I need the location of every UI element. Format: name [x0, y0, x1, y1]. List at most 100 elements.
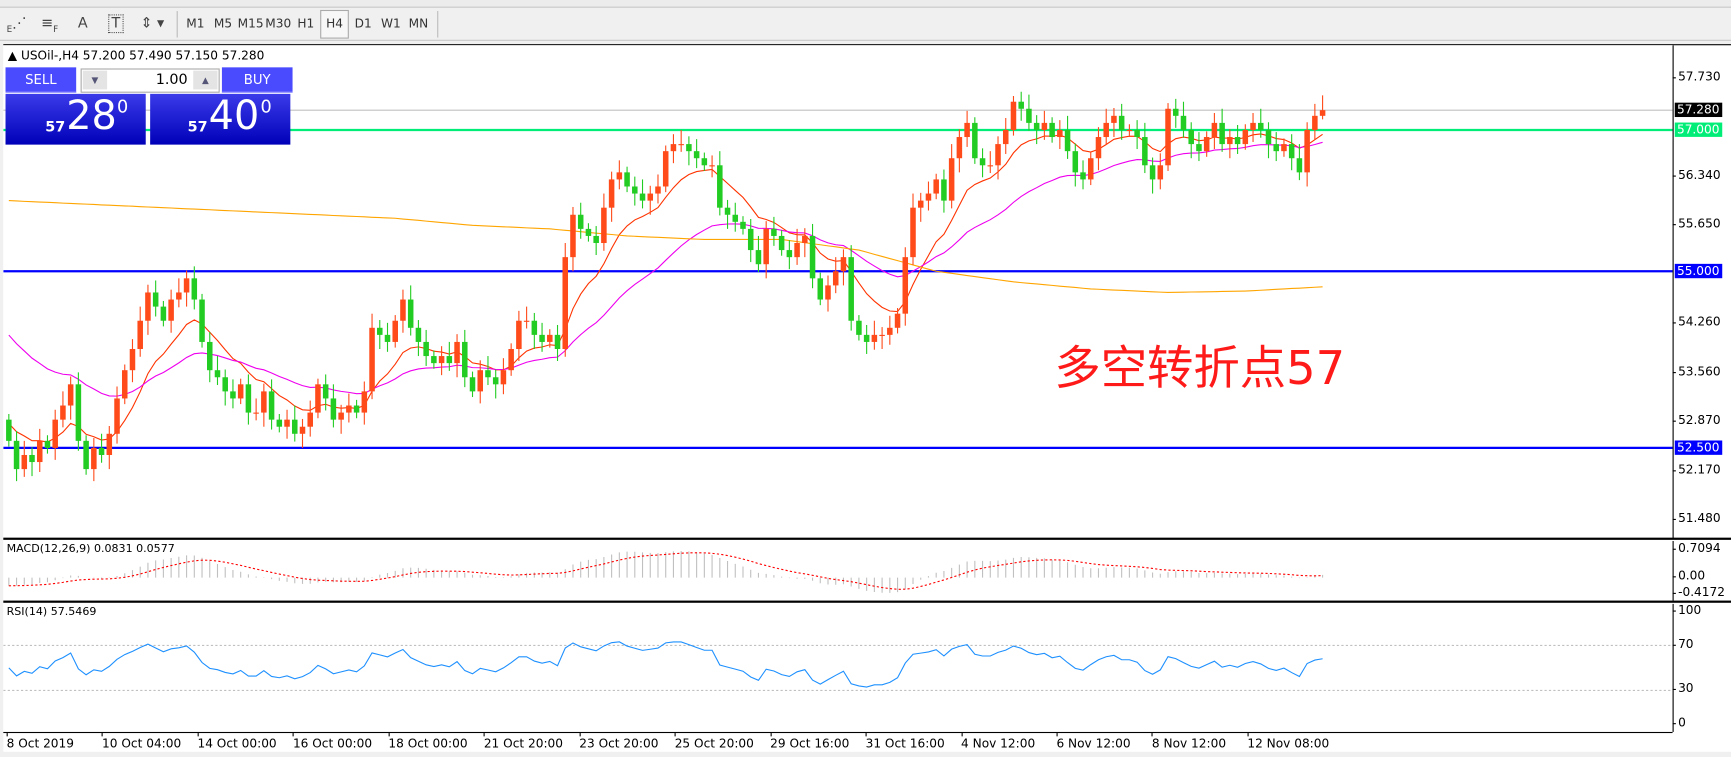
sell-price-figure: 57: [45, 119, 66, 136]
timeframe-w1[interactable]: W1: [380, 16, 401, 31]
sell-price[interactable]: 57 28 0: [5, 93, 146, 145]
candle-body: [701, 158, 708, 166]
rsi-pane[interactable]: RSI(14) 57.5469: [3, 603, 1674, 732]
arrows-icon[interactable]: ⇕ ▾: [140, 15, 165, 33]
pane-separator[interactable]: [3, 600, 1731, 603]
candle-body: [377, 327, 383, 335]
candle-body: [322, 384, 329, 399]
candle-body: [137, 320, 143, 349]
candle-body: [1134, 129, 1140, 138]
candle-body: [763, 228, 769, 265]
candle-body: [361, 391, 368, 413]
candle-body: [516, 320, 522, 349]
timeframe-m30[interactable]: M30: [265, 16, 292, 31]
candle-body: [941, 179, 947, 201]
candle-body: [562, 257, 569, 349]
candle-body: [400, 299, 406, 321]
candle-body: [245, 384, 252, 413]
text-label-icon[interactable]: T: [99, 10, 132, 36]
candle-body: [1242, 129, 1249, 145]
candle-body: [485, 370, 491, 378]
candle-body: [1064, 129, 1071, 152]
candle-body: [160, 306, 167, 321]
decrease-lot-button[interactable]: ▼: [82, 70, 108, 90]
candle-body: [492, 377, 499, 385]
time-tick-label: 14 Oct 00:00: [197, 733, 277, 751]
candle-body: [1312, 115, 1318, 130]
text-icon[interactable]: A: [77, 15, 88, 33]
time-tick-label: 12 Nov 08:00: [1247, 733, 1330, 751]
pane-separator[interactable]: [3, 537, 1731, 540]
candle-body: [284, 419, 290, 427]
candle-body: [292, 419, 298, 434]
candle-body: [585, 228, 592, 236]
candle-body: [632, 186, 638, 194]
candle-body: [979, 158, 986, 166]
price-tag-55.000: 55.000: [1674, 263, 1722, 278]
candle-body: [469, 377, 476, 392]
timeframe-mn[interactable]: MN: [408, 16, 429, 31]
candle-body: [1188, 129, 1194, 145]
timeframe-h1[interactable]: H1: [297, 16, 315, 31]
price-chart: [3, 91, 1673, 482]
candle-body: [407, 299, 414, 328]
fibonacci-expansion-icon[interactable]: E ⋰: [6, 15, 27, 35]
candle-body: [871, 334, 878, 342]
timeframe-m1[interactable]: M1: [186, 16, 205, 31]
candle-body: [1018, 101, 1024, 109]
candle-body: [98, 447, 105, 455]
candle-body: [21, 454, 28, 470]
candle-body: [36, 440, 43, 463]
lot-size-stepper: ▼ 1.00 ▲: [80, 68, 220, 93]
candle-body: [987, 165, 994, 167]
candle-body: [299, 426, 306, 434]
time-tick-label: 6 Nov 12:00: [1056, 733, 1131, 751]
rsi-chart: [3, 641, 1673, 691]
candle-body: [67, 384, 74, 406]
macd-pane[interactable]: MACD(12,26,9) 0.0831 0.0577: [3, 540, 1674, 601]
candle-body: [1041, 122, 1048, 130]
buy-button[interactable]: BUY: [221, 67, 293, 93]
timeframe-h4[interactable]: H4: [320, 9, 349, 39]
candle-body: [508, 348, 514, 371]
candle-body: [964, 122, 970, 138]
candle-body: [75, 384, 82, 441]
candle-body: [477, 370, 483, 392]
lot-size-input[interactable]: 1.00: [155, 71, 188, 89]
sell-button[interactable]: SELL: [5, 67, 77, 93]
candle-body: [771, 228, 777, 236]
fibonacci-fan-icon[interactable]: ≡ F: [41, 15, 59, 35]
candle-body: [577, 214, 584, 229]
candle-body: [616, 172, 623, 180]
timeframe-d1[interactable]: D1: [354, 16, 372, 31]
tool-label: F: [53, 24, 59, 35]
price-pane[interactable]: ▲ USOil-,H4 57.200 57.490 57.150 57.280 …: [3, 45, 1674, 539]
candle-body: [925, 193, 932, 201]
timeframe-m15[interactable]: M15: [237, 16, 264, 31]
candle-body: [83, 440, 89, 470]
increase-lot-button[interactable]: ▲: [193, 70, 218, 90]
chart-window[interactable]: ▲ USOil-,H4 57.200 57.490 57.150 57.280 …: [3, 44, 1731, 752]
candle-body: [531, 320, 538, 335]
candle-body: [1118, 115, 1125, 130]
toolbar-separator: [437, 10, 439, 37]
timeframe-m5[interactable]: M5: [213, 16, 233, 31]
candle-body: [1203, 137, 1210, 152]
candle-body: [693, 151, 700, 159]
candle-body: [1265, 129, 1272, 145]
candle-body: [647, 193, 654, 201]
candle-body: [1072, 151, 1079, 173]
candle-body: [438, 356, 445, 364]
price-axis[interactable]: 57.730 56.340 55.650 54.260 53.560 52.870 52.1…: [1672, 45, 1731, 538]
candle-body: [346, 405, 352, 413]
candle-body: [191, 278, 198, 300]
moving-average-line-0: [8, 133, 1323, 443]
time-tick-label: 8 Nov 12:00: [1151, 733, 1227, 751]
candle-body: [1196, 144, 1202, 152]
buy-price[interactable]: 57 40 0: [150, 93, 291, 145]
candle-body: [168, 299, 174, 321]
tool-label: T: [108, 14, 124, 34]
rsi-tick-label: 100: [1672, 602, 1702, 618]
time-tick-label: 4 Nov 12:00: [961, 733, 1036, 751]
candle-body: [431, 356, 437, 364]
